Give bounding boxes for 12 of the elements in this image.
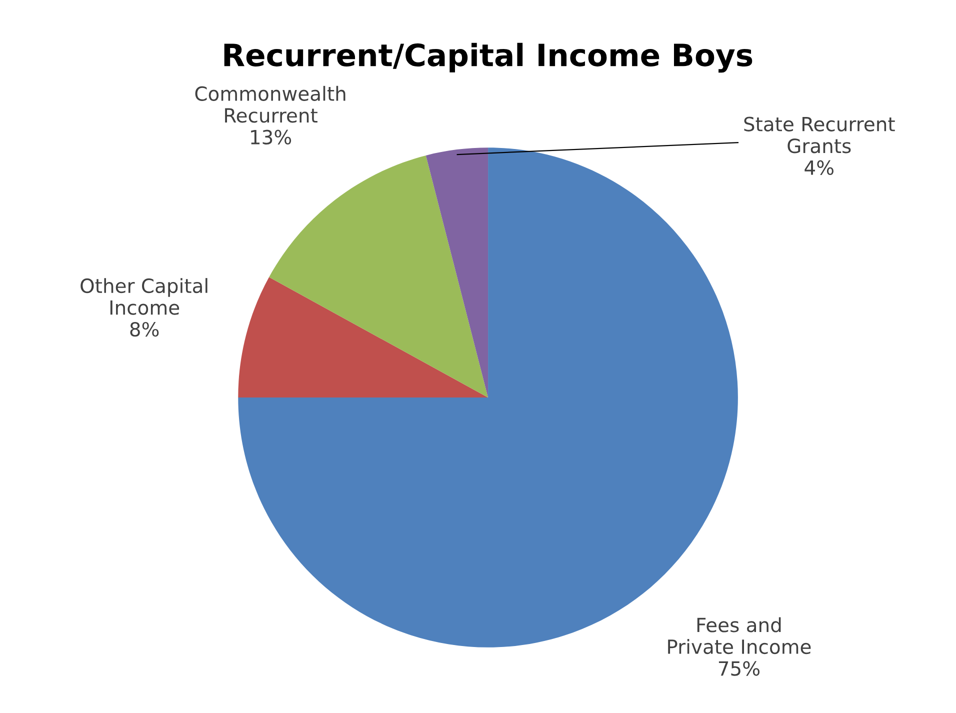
pie-slice <box>269 155 488 398</box>
slice-label: State Recurrent Grants <box>744 116 895 154</box>
slice-label: Fees and Private Income <box>668 617 811 654</box>
data-label: 13% <box>251 130 292 145</box>
pie-slice <box>426 148 488 398</box>
data-label: 75% <box>718 661 760 676</box>
slice-label: Commonwealth Recurrent <box>195 86 346 123</box>
slice-label: Other Capital Income <box>80 278 208 315</box>
data-label: 4% <box>804 160 834 176</box>
pie-slice <box>238 277 488 398</box>
data-label: 8% <box>130 322 159 337</box>
chart-title: Recurrent/Capital Income Boys <box>224 42 752 73</box>
